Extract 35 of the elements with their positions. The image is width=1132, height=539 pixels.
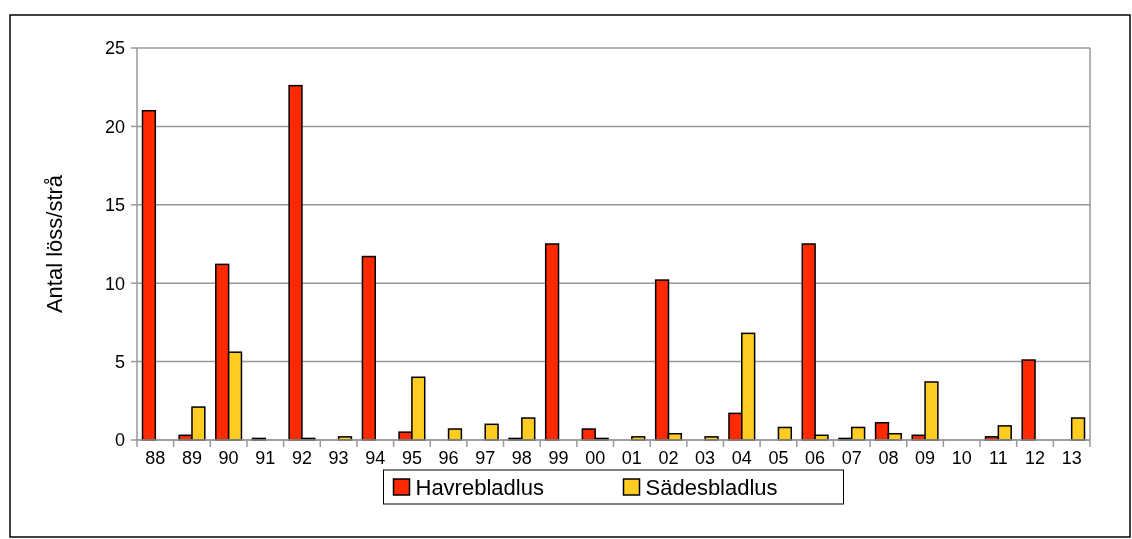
x-tick-label: 00 xyxy=(585,448,606,468)
x-tick-label: 07 xyxy=(841,448,862,468)
y-tick-label: 0 xyxy=(114,430,125,451)
x-tick-label: 12 xyxy=(1025,448,1046,468)
x-tick-label: 88 xyxy=(145,448,166,468)
x-tick-label: 13 xyxy=(1061,448,1082,468)
x-tick-label: 97 xyxy=(475,448,496,468)
y-tick-label: 20 xyxy=(104,116,125,137)
x-tick-label: 99 xyxy=(548,448,569,468)
x-tick-label: 09 xyxy=(915,448,936,468)
x-tick-label: 96 xyxy=(438,448,459,468)
x-tick-label: 95 xyxy=(401,448,422,468)
y-tick-label: 15 xyxy=(104,195,125,216)
x-tick-label: 91 xyxy=(255,448,276,468)
y-tick-label: 25 xyxy=(104,38,125,59)
x-tick-label: 98 xyxy=(511,448,532,468)
legend-label: Havrebladlus xyxy=(415,474,544,500)
x-tick-label: 94 xyxy=(365,448,386,468)
x-tick-label: 11 xyxy=(989,448,1008,468)
x-tick-label: 05 xyxy=(768,448,789,468)
legend-label: Sädesbladlus xyxy=(645,474,778,500)
x-tick-label: 92 xyxy=(291,448,312,468)
x-tick-label: 03 xyxy=(695,448,716,468)
y-tick-label: 10 xyxy=(104,273,125,294)
x-tick-label: 02 xyxy=(658,448,679,468)
x-tick-label: 06 xyxy=(805,448,826,468)
y-tick-label: 5 xyxy=(114,351,125,372)
y-axis-title: Antal löss/strå xyxy=(42,174,67,314)
x-tick-label: 10 xyxy=(951,448,972,468)
x-tick-label: 89 xyxy=(181,448,202,468)
x-tick-label: 04 xyxy=(731,448,752,468)
x-tick-label: 90 xyxy=(218,448,239,468)
x-tick-label: 93 xyxy=(328,448,349,468)
x-tick-label: 01 xyxy=(621,448,642,468)
x-tick-label: 08 xyxy=(878,448,899,468)
